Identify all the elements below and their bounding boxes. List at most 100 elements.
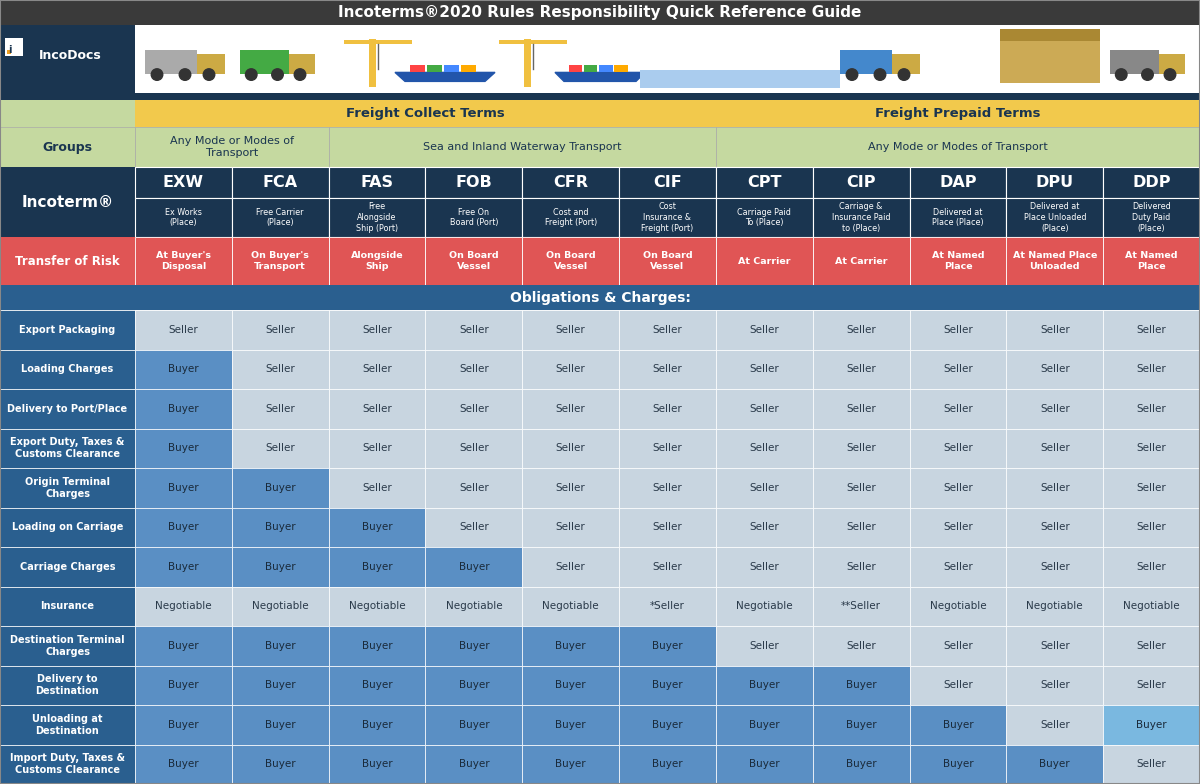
Text: Seller: Seller xyxy=(1040,641,1069,651)
Text: FAS: FAS xyxy=(360,175,394,190)
Text: Buyer: Buyer xyxy=(265,681,295,690)
Bar xyxy=(1103,310,1200,350)
Text: Seller: Seller xyxy=(846,404,876,414)
Bar xyxy=(1007,310,1103,350)
Bar xyxy=(426,429,522,468)
Bar xyxy=(426,586,522,626)
Bar xyxy=(329,507,426,547)
Text: Seller: Seller xyxy=(1136,681,1166,690)
Bar xyxy=(444,65,458,72)
Bar xyxy=(910,389,1007,429)
Text: Negotiable: Negotiable xyxy=(1026,601,1084,612)
Bar xyxy=(716,429,812,468)
Bar xyxy=(134,586,232,626)
Bar xyxy=(614,65,628,72)
Bar xyxy=(1007,745,1103,784)
Bar xyxy=(289,54,314,74)
Bar xyxy=(0,705,134,745)
Circle shape xyxy=(294,69,306,80)
Text: Buyer: Buyer xyxy=(1039,759,1070,769)
Bar xyxy=(910,167,1007,198)
Bar xyxy=(1007,586,1103,626)
Bar xyxy=(0,0,1200,25)
Bar xyxy=(910,705,1007,745)
Bar xyxy=(812,705,910,745)
Text: DDP: DDP xyxy=(1133,175,1171,190)
Text: Buyer: Buyer xyxy=(749,681,780,690)
Text: Buyer: Buyer xyxy=(458,641,490,651)
Text: Seller: Seller xyxy=(265,404,295,414)
Bar xyxy=(1103,507,1200,547)
Text: Insurance: Insurance xyxy=(41,601,95,612)
Text: Seller: Seller xyxy=(943,443,973,453)
Bar xyxy=(7,50,11,54)
Text: Buyer: Buyer xyxy=(943,759,973,769)
Text: Delivery to
Destination: Delivery to Destination xyxy=(36,674,100,696)
Text: Seller: Seller xyxy=(653,483,683,493)
Bar xyxy=(240,49,289,74)
Bar xyxy=(145,49,197,74)
Bar xyxy=(134,127,329,167)
Text: Seller: Seller xyxy=(1136,404,1166,414)
Text: Buyer: Buyer xyxy=(1136,720,1166,730)
Bar xyxy=(716,547,812,586)
Bar xyxy=(329,310,426,350)
Bar xyxy=(1103,198,1200,237)
Bar xyxy=(329,237,426,285)
Bar xyxy=(1007,198,1103,237)
Bar xyxy=(134,468,232,507)
Bar xyxy=(716,626,812,666)
Text: IncoDocs: IncoDocs xyxy=(38,49,101,62)
Circle shape xyxy=(246,69,257,80)
Text: Buyer: Buyer xyxy=(556,641,586,651)
Text: Buyer: Buyer xyxy=(943,720,973,730)
Bar xyxy=(0,468,134,507)
Text: CFR: CFR xyxy=(553,175,588,190)
Text: Import Duty, Taxes &
Customs Clearance: Import Duty, Taxes & Customs Clearance xyxy=(10,753,125,775)
Text: Buyer: Buyer xyxy=(749,759,780,769)
Bar xyxy=(0,586,134,626)
Polygon shape xyxy=(395,72,496,82)
Text: Incoterms®2020 Rules Responsibility Quick Reference Guide: Incoterms®2020 Rules Responsibility Quic… xyxy=(338,5,862,20)
Text: Seller: Seller xyxy=(556,325,586,335)
Bar xyxy=(197,54,226,74)
Text: Delivered
Duty Paid
(Place): Delivered Duty Paid (Place) xyxy=(1133,202,1171,233)
Bar xyxy=(329,350,426,389)
Bar xyxy=(0,389,134,429)
Text: Seller: Seller xyxy=(1040,681,1069,690)
Text: Seller: Seller xyxy=(653,404,683,414)
Bar xyxy=(522,350,619,389)
Text: Seller: Seller xyxy=(556,443,586,453)
Text: Free
Alongside
Ship (Port): Free Alongside Ship (Port) xyxy=(356,202,398,233)
Bar xyxy=(619,586,716,626)
Circle shape xyxy=(1164,69,1176,80)
Bar xyxy=(910,350,1007,389)
Text: Export Duty, Taxes &
Customs Clearance: Export Duty, Taxes & Customs Clearance xyxy=(11,437,125,459)
Bar xyxy=(329,167,426,198)
Bar xyxy=(134,198,232,237)
Text: DPU: DPU xyxy=(1036,175,1074,190)
Text: Seller: Seller xyxy=(1040,443,1069,453)
Text: Seller: Seller xyxy=(653,325,683,335)
Text: Seller: Seller xyxy=(846,365,876,374)
Bar xyxy=(0,25,134,93)
Bar xyxy=(134,167,232,198)
Text: Seller: Seller xyxy=(1040,404,1069,414)
Bar xyxy=(1000,41,1100,83)
Bar xyxy=(134,745,232,784)
Bar xyxy=(0,745,134,784)
Bar xyxy=(910,237,1007,285)
Text: Seller: Seller xyxy=(1136,325,1166,335)
Text: Seller: Seller xyxy=(556,365,586,374)
Bar xyxy=(1103,468,1200,507)
Circle shape xyxy=(846,69,858,80)
Bar xyxy=(522,666,619,705)
Bar xyxy=(426,745,522,784)
Text: Seller: Seller xyxy=(1136,759,1166,769)
Bar xyxy=(134,350,232,389)
Bar xyxy=(1103,350,1200,389)
Text: CIF: CIF xyxy=(653,175,682,190)
Bar xyxy=(329,705,426,745)
Text: Seller: Seller xyxy=(1040,522,1069,532)
Bar xyxy=(716,100,1200,127)
